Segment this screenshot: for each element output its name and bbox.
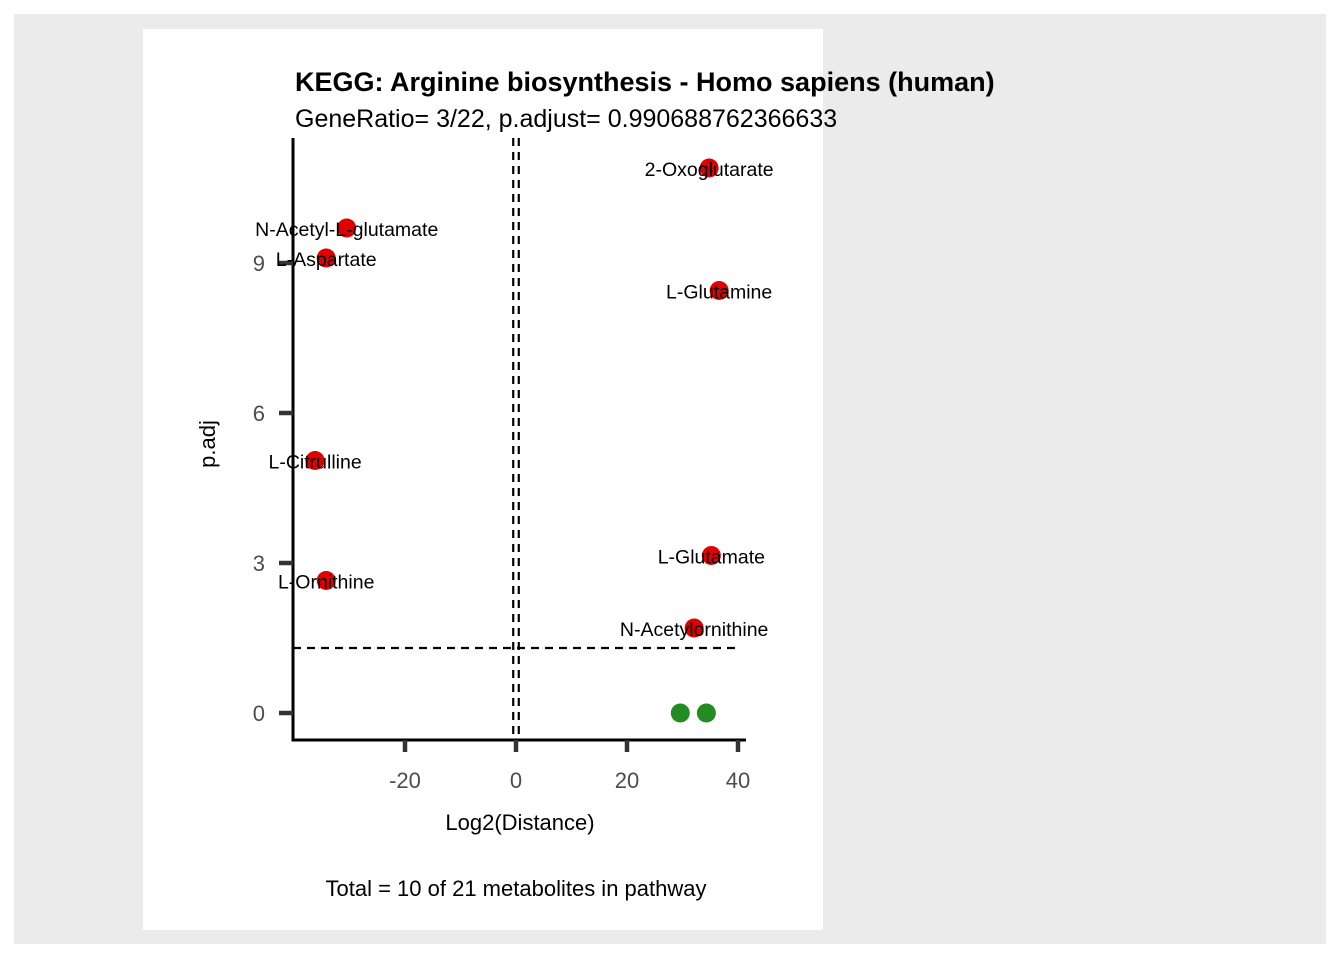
y-tick-label: 0 xyxy=(253,701,265,726)
data-point xyxy=(696,703,716,723)
axes: -20 0 20 40 0 3 6 9 xyxy=(253,138,750,793)
data-label: L-Ornithine xyxy=(278,572,374,594)
point-labels: 2-Oxoglutarate N-Acetyl-L-glutamate L-Aspa… xyxy=(255,159,773,641)
data-point xyxy=(305,451,325,470)
plot-panel xyxy=(143,29,823,930)
chart-caption: Total = 10 of 21 metabolites in pathway xyxy=(326,876,707,901)
y-tick-label: 6 xyxy=(253,401,265,426)
data-point xyxy=(337,218,357,238)
x-tick-label: -20 xyxy=(389,768,421,793)
x-tick-label: 0 xyxy=(510,768,522,793)
data-label: 2-Oxoglutarate xyxy=(645,159,774,181)
x-axis-title: Log2(Distance) xyxy=(445,810,594,835)
y-tick-label: 9 xyxy=(253,251,265,276)
chart-subtitle: GeneRatio= 3/22, p.adjust= 0.99068876236… xyxy=(295,105,837,133)
data-point xyxy=(701,546,721,565)
data-points xyxy=(305,158,729,723)
data-point xyxy=(684,618,704,638)
x-tick-label: 40 xyxy=(726,768,750,793)
x-tick-label: 20 xyxy=(615,768,639,793)
chart-title: KEGG: Arginine biosynthesis - Homo sapie… xyxy=(295,67,995,97)
reference-lines xyxy=(293,138,740,740)
data-label: L-Aspartate xyxy=(276,249,377,271)
data-point xyxy=(316,571,336,590)
data-label: L-Glutamine xyxy=(666,282,772,304)
y-tick-label: 3 xyxy=(253,551,265,576)
data-label: N-Acetylornithine xyxy=(620,619,768,641)
data-label: L-Glutamate xyxy=(658,547,765,569)
data-point xyxy=(699,158,719,178)
data-point xyxy=(316,248,336,268)
data-label: L-Citrulline xyxy=(268,452,361,474)
data-label: N-Acetyl-L-glutamate xyxy=(255,219,438,241)
data-point xyxy=(670,703,690,723)
y-axis-title: p.adj xyxy=(195,420,220,468)
data-point xyxy=(709,281,729,300)
